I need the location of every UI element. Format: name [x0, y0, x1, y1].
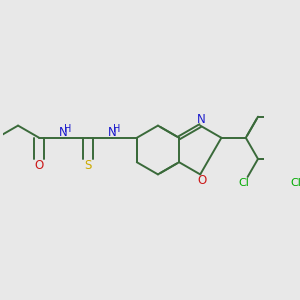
- Text: N: N: [59, 126, 68, 139]
- Text: N: N: [197, 113, 206, 126]
- Text: O: O: [34, 159, 44, 172]
- Text: Cl: Cl: [291, 178, 300, 188]
- Text: H: H: [64, 124, 72, 134]
- Text: S: S: [84, 159, 92, 172]
- Text: O: O: [197, 174, 207, 187]
- Text: H: H: [113, 124, 121, 134]
- Text: Cl: Cl: [239, 178, 250, 188]
- Text: N: N: [108, 126, 117, 139]
